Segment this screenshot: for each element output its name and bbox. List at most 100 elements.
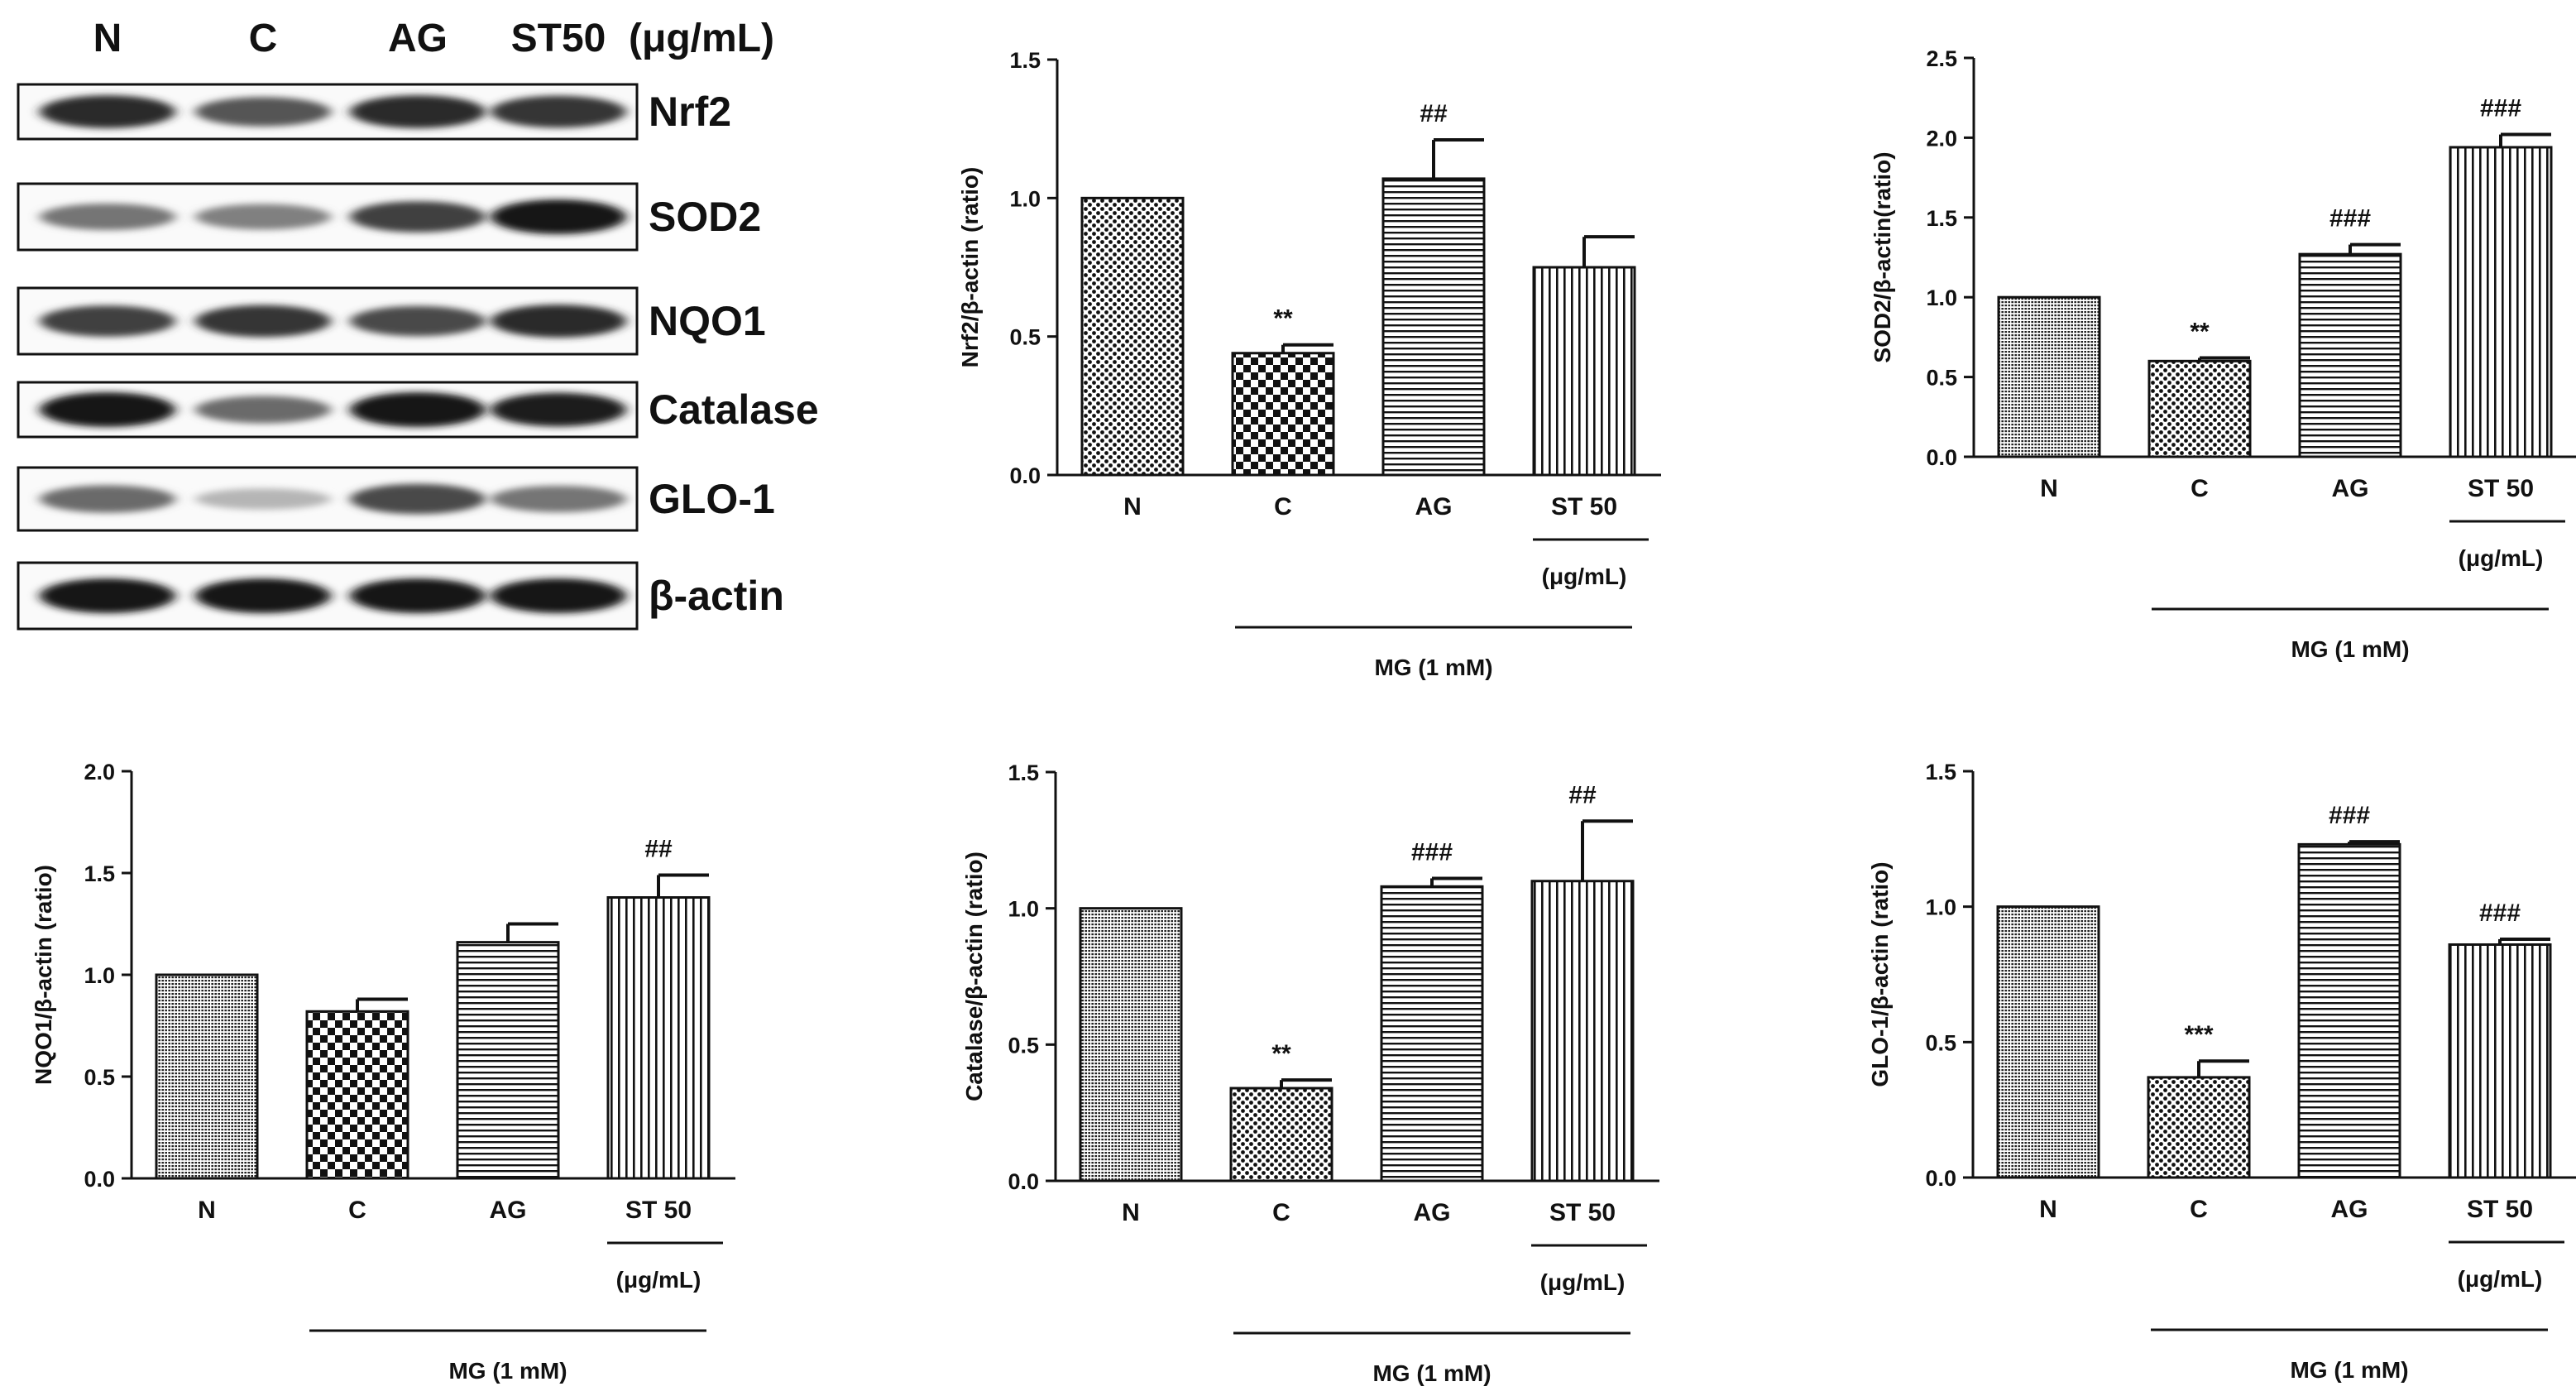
y-tick-label: 0.5 <box>1925 1030 1956 1055</box>
band-label: GLO-1 <box>649 476 775 522</box>
blot-band <box>491 392 626 427</box>
y-tick-label: 0.5 <box>84 1065 115 1090</box>
y-tick-label: 1.5 <box>1008 760 1039 785</box>
band-label: Catalase <box>649 386 819 433</box>
x-tick-label: C <box>348 1197 366 1224</box>
lane-label: AG <box>388 17 448 60</box>
y-tick-label: 0.5 <box>1008 1033 1039 1058</box>
lane-label: ST50 <box>511 17 606 60</box>
y-axis-title: NQO1/β-actin (ratio) <box>31 865 56 1085</box>
band-label: SOD2 <box>649 194 761 240</box>
x-tick-label: AG <box>1415 493 1453 521</box>
x-tick-label: C <box>1272 1199 1290 1226</box>
bar-ag <box>456 941 560 1180</box>
y-tick-label: 1.0 <box>1009 186 1041 211</box>
x-tick-label: N <box>2040 475 2058 502</box>
significance-marker: ### <box>2479 899 2521 927</box>
y-tick-label: 2.5 <box>1926 46 1957 71</box>
bar-st50 <box>1532 266 1636 477</box>
dose-unit: (μg/mL) <box>1540 1269 1626 1295</box>
bar-st50 <box>606 896 711 1180</box>
y-tick-label: 1.5 <box>1925 760 1956 784</box>
blot-band <box>40 203 175 231</box>
y-tick-label: 2.0 <box>84 760 115 784</box>
bar-ag <box>1380 885 1484 1183</box>
x-tick-label: AG <box>2331 1196 2368 1223</box>
significance-marker: ** <box>1273 305 1293 333</box>
blot-band <box>491 95 626 128</box>
western-blot-panel: N C AG ST50 (μg/mL) Nrf2 SOD2 NQO1 Catalase GLO-1… <box>17 17 819 631</box>
x-tick-label: ST 50 <box>1549 1199 1616 1226</box>
treatment-label: MG (1 mM) <box>2290 1357 2408 1383</box>
y-tick-label: 0.5 <box>1009 325 1041 350</box>
blot-band <box>491 485 626 513</box>
bar-n <box>1996 905 2100 1179</box>
bar-ag <box>1381 177 1486 477</box>
x-tick-label: C <box>2191 475 2209 502</box>
blot-band <box>350 392 486 427</box>
y-tick-label: 1.0 <box>1008 897 1039 922</box>
blot-band <box>350 305 486 337</box>
bar-st50 <box>2448 943 2552 1179</box>
dose-unit: (μg/mL) <box>2459 545 2544 571</box>
blot-band <box>350 95 486 128</box>
bar-n <box>1080 196 1185 477</box>
bar-st50 <box>2449 146 2553 458</box>
significance-marker: *** <box>2184 1021 2213 1048</box>
bar-c <box>2147 359 2252 458</box>
lane-label: C <box>249 17 278 60</box>
bar-n <box>1079 907 1183 1183</box>
bar-ag <box>2298 252 2402 458</box>
y-tick-label: 1.5 <box>84 861 115 886</box>
treatment-label: MG (1 mM) <box>2291 636 2409 662</box>
x-tick-label: N <box>1123 493 1142 521</box>
blot-band <box>195 97 331 127</box>
blot-band <box>195 305 331 338</box>
significance-marker: ** <box>1271 1040 1291 1067</box>
bar-n <box>1997 295 2101 458</box>
blot-band <box>350 483 486 515</box>
significance-marker: ## <box>1420 100 1448 127</box>
band-label: NQO1 <box>649 298 766 344</box>
blot-band <box>195 396 331 424</box>
y-tick-label: 1.5 <box>1926 206 1957 231</box>
dose-unit: (μg/mL) <box>616 1267 701 1293</box>
y-axis-title: Catalase/β-actin (ratio) <box>961 852 987 1101</box>
x-tick-label: N <box>2039 1196 2057 1223</box>
y-axis-title: GLO-1/β-actin (ratio) <box>1867 861 1893 1087</box>
blot-band <box>195 488 331 510</box>
x-tick-label: ST 50 <box>1551 493 1617 521</box>
x-tick-label: N <box>1122 1199 1140 1226</box>
y-tick-label: 0.5 <box>1926 366 1957 391</box>
bar-ag <box>2297 842 2401 1179</box>
blot-band <box>40 578 175 613</box>
lane-label: N <box>93 17 122 60</box>
y-axis-title: Nrf2/β-actin (ratio) <box>957 167 983 368</box>
bar-c <box>1229 1087 1333 1183</box>
bar-st50 <box>1530 880 1635 1183</box>
significance-marker: ### <box>2329 802 2370 829</box>
chart-nrf2: 0.0 0.5 1.0 1.5 Nrf2/β-actin (ratio) N ** C ## AG… <box>957 48 1661 680</box>
treatment-label: MG (1 mM) <box>1374 655 1492 680</box>
bar-c <box>305 1010 409 1180</box>
chart-glo1: 0.0 0.5 1.0 1.5 GLO-1/β-actin (ratio) N *** C ##… <box>1867 760 2576 1383</box>
treatment-label: MG (1 mM) <box>1372 1360 1491 1386</box>
blot-band <box>350 578 486 613</box>
significance-marker: ### <box>1411 838 1453 866</box>
bar-charts: 0.0 0.5 1.0 1.5 Nrf2/β-actin (ratio) N ** C ## AG… <box>31 46 2576 1386</box>
band-label: β-actin <box>649 573 784 619</box>
x-tick-label: N <box>198 1197 216 1224</box>
bar-c <box>1231 352 1335 477</box>
x-tick-label: AG <box>490 1197 527 1224</box>
blot-band <box>491 305 626 338</box>
chart-catalase: 0.0 0.5 1.0 1.5 Catalase/β-actin (ratio) N ** C… <box>961 760 1659 1386</box>
blot-band <box>40 305 175 337</box>
y-tick-label: 0.0 <box>1009 463 1041 488</box>
treatment-label: MG (1 mM) <box>448 1358 567 1384</box>
significance-marker: ## <box>644 835 673 862</box>
x-tick-label: ST 50 <box>2468 475 2534 502</box>
band-label: Nrf2 <box>649 89 731 135</box>
x-tick-label: C <box>1274 493 1292 521</box>
significance-marker: ** <box>2190 318 2210 345</box>
